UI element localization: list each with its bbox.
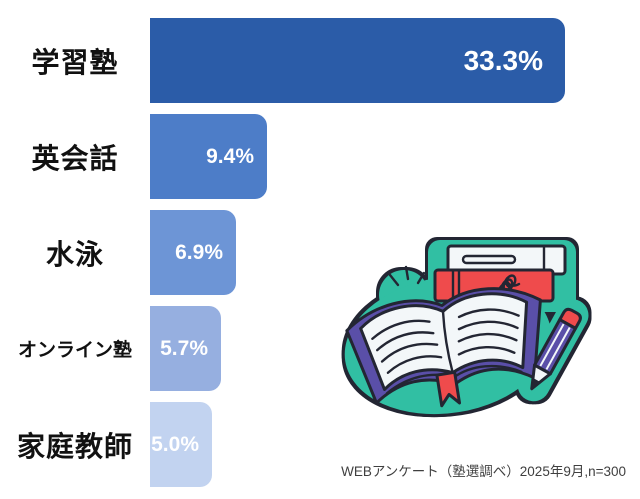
category-label: 家庭教師 [16, 430, 133, 462]
open-book [345, 287, 542, 408]
category-label: 水泳 [45, 238, 104, 270]
bar: 5.7% [150, 306, 221, 391]
bar: 9.4% [150, 114, 267, 199]
category-label: オンライン塾 [17, 340, 132, 361]
bar-value-label: 9.4% [206, 144, 254, 168]
category-label: 英会話 [31, 142, 119, 174]
bar-row: 英会話 9.4% [0, 114, 640, 199]
emphasis-dashes-icon [388, 265, 426, 287]
bar-value-label: 33.3% [463, 44, 543, 76]
source-caption: WEBアンケート（塾選調べ）2025年9月,n=300 [341, 464, 626, 479]
bar-chart: 学習塾 33.3% 英会話 9.4% 水泳 6.9% オンライン塾 5.7% 家庭教師 5.0% [0, 18, 640, 498]
bar-row: 家庭教師 5.0% [0, 402, 640, 487]
bar-value-label: 5.0% [151, 432, 199, 456]
bar: 33.3% [150, 18, 565, 103]
bookmark-icon [435, 370, 462, 408]
bar-value-label: 6.9% [175, 240, 223, 264]
books-pencil-illustration [344, 240, 589, 415]
bar: 5.0% [150, 402, 212, 487]
bar-value-label: 5.7% [160, 336, 208, 360]
bar-row: 学習塾 33.3% [0, 18, 640, 103]
bar: 6.9% [150, 210, 236, 295]
pencil-icon [530, 307, 582, 391]
white-book [446, 244, 567, 276]
bar-row: 水泳 6.9% [0, 210, 640, 295]
category-label: 学習塾 [31, 46, 119, 78]
bar-row: オンライン塾 5.7% [0, 306, 640, 391]
